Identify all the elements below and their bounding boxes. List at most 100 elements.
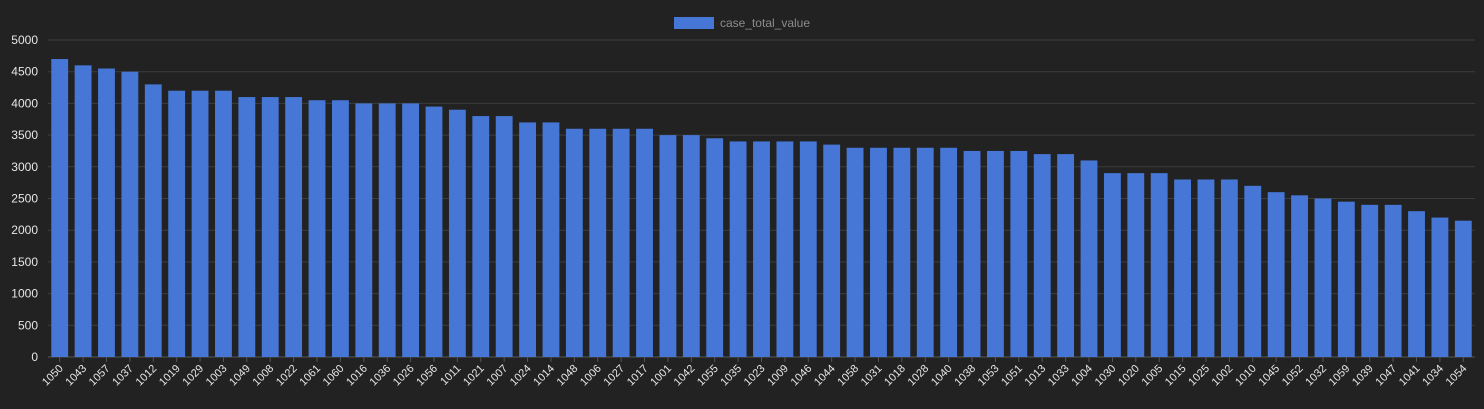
x-tick-label: 1043 (63, 363, 89, 389)
bar (191, 90, 209, 357)
x-tick-label: 1008 (251, 363, 277, 389)
bar (238, 97, 256, 357)
legend-label: case_total_value (719, 16, 811, 30)
bar (1431, 217, 1449, 357)
x-tick-label: 1017 (625, 363, 651, 389)
legend[interactable]: case_total_value (0, 16, 1484, 30)
bar (542, 122, 560, 357)
x-tick-label: 1009 (765, 363, 791, 389)
bar (682, 135, 700, 357)
bar (144, 84, 162, 357)
bar (261, 97, 279, 357)
bar (1174, 179, 1192, 357)
bar (168, 90, 186, 357)
bar (870, 147, 887, 357)
bar (893, 147, 911, 357)
bar (495, 116, 513, 357)
x-tick-label: 1004 (1069, 363, 1095, 389)
bar (916, 147, 934, 357)
x-tick-label: 1015 (1163, 363, 1189, 389)
y-tick-label: 3000 (11, 160, 38, 174)
x-tick-label: 1030 (1093, 363, 1119, 389)
bar (1220, 179, 1238, 357)
x-tick-label: 1056 (414, 363, 440, 389)
x-tick-label: 1019 (157, 363, 183, 389)
x-tick-label: 1045 (1256, 363, 1282, 389)
bar (425, 106, 443, 357)
x-tick-label: 1001 (648, 363, 674, 389)
x-tick-label: 1024 (508, 363, 534, 389)
x-tick-label: 1059 (1327, 363, 1353, 389)
x-tick-label: 1006 (578, 363, 604, 389)
bar (612, 128, 630, 357)
x-tick-label: 1055 (695, 363, 721, 389)
bar (846, 147, 864, 357)
x-tick-label: 1026 (391, 363, 417, 389)
x-tick-label: 1033 (1046, 363, 1072, 389)
x-tick-label: 1048 (555, 363, 581, 389)
bar (331, 100, 349, 357)
x-tick-label: 1046 (789, 363, 815, 389)
y-tick-label: 500 (18, 318, 38, 332)
bar (1127, 173, 1145, 357)
bar (1361, 204, 1379, 357)
x-tick-label: 1035 (718, 363, 744, 389)
x-tick-label: 1053 (976, 363, 1002, 389)
bar (1080, 160, 1098, 357)
x-tick-label: 1057 (87, 363, 113, 389)
x-tick-label: 1040 (929, 363, 955, 389)
y-tick-label: 2000 (11, 223, 38, 237)
y-tick-label: 1000 (11, 287, 38, 301)
y-tick-label: 0 (31, 350, 38, 364)
bar (987, 150, 1004, 357)
x-tick-label: 1023 (742, 363, 768, 389)
bar (636, 128, 653, 357)
x-tick-label: 1058 (835, 363, 861, 389)
bar (378, 103, 396, 358)
bar (51, 59, 69, 358)
bar (1384, 204, 1402, 357)
bar (799, 141, 817, 357)
y-tick-label: 4000 (11, 96, 38, 110)
bar (448, 109, 466, 358)
bar (1244, 185, 1262, 357)
x-tick-label: 1029 (180, 363, 206, 389)
x-tick-label: 1034 (1420, 363, 1446, 389)
x-tick-label: 1012 (134, 363, 160, 389)
x-tick-label: 1042 (672, 363, 698, 389)
x-tick-label: 1031 (859, 363, 885, 389)
x-tick-label: 1037 (110, 363, 136, 389)
x-tick-label: 1002 (1210, 363, 1236, 389)
bar (355, 103, 373, 358)
bar (121, 71, 139, 357)
y-tick-label: 5000 (11, 33, 38, 47)
x-tick-label: 1027 (601, 363, 627, 389)
bar (1267, 192, 1285, 357)
bar (940, 147, 958, 357)
bar (963, 150, 981, 357)
bar (1010, 150, 1028, 357)
legend-swatch (673, 17, 714, 29)
x-tick-label: 1036 (368, 363, 394, 389)
bar (519, 122, 536, 357)
bar (1057, 154, 1075, 357)
bar (215, 90, 232, 357)
y-tick-label: 1500 (11, 255, 38, 269)
bar (1314, 198, 1332, 357)
y-tick-label: 2500 (11, 192, 38, 206)
x-tick-label: 1003 (204, 363, 230, 389)
bar (659, 135, 677, 357)
bar (1103, 173, 1121, 357)
x-tick-label: 1022 (274, 363, 300, 389)
x-tick-label: 1038 (952, 363, 978, 389)
bar (1337, 201, 1355, 357)
bar (98, 68, 115, 357)
bar (472, 116, 490, 357)
bar (285, 97, 303, 357)
bar (1454, 220, 1472, 357)
y-tick-label: 4500 (11, 65, 38, 79)
x-tick-label: 1054 (1444, 363, 1470, 389)
bar (753, 141, 770, 357)
x-tick-label: 1060 (321, 363, 347, 389)
